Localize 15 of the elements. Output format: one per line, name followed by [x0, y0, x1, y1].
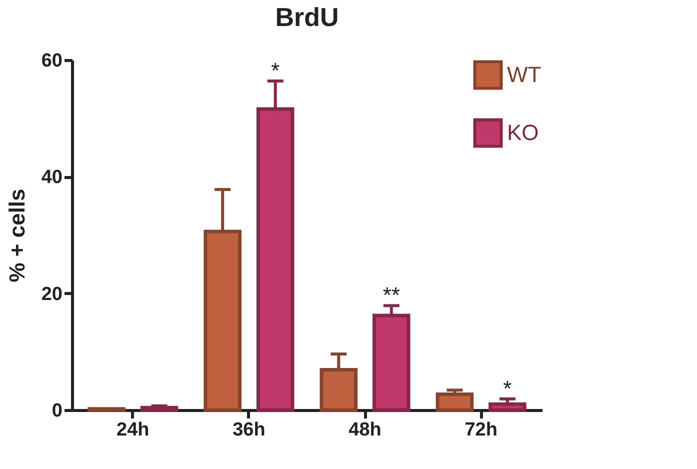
y-tick-label: 40 — [41, 167, 62, 188]
x-tick-label: 48h — [348, 420, 382, 440]
data-label: * — [503, 376, 512, 401]
y-tick-label: 20 — [41, 284, 62, 305]
x-tick-label: 72h — [464, 420, 498, 440]
legend-label: KO — [507, 120, 539, 145]
legend-label: WT — [507, 62, 542, 87]
y-tick-label: 0 — [52, 400, 62, 422]
data-label: ** — [382, 282, 400, 308]
y-tick-label: 60 — [41, 50, 62, 72]
x-tick-label: 24h — [116, 420, 150, 440]
x-tick-label: 36h — [232, 420, 266, 440]
chart-title: BrdU — [275, 2, 339, 32]
data-label: * — [271, 58, 280, 83]
y-axis-title: % + cells — [4, 188, 30, 282]
